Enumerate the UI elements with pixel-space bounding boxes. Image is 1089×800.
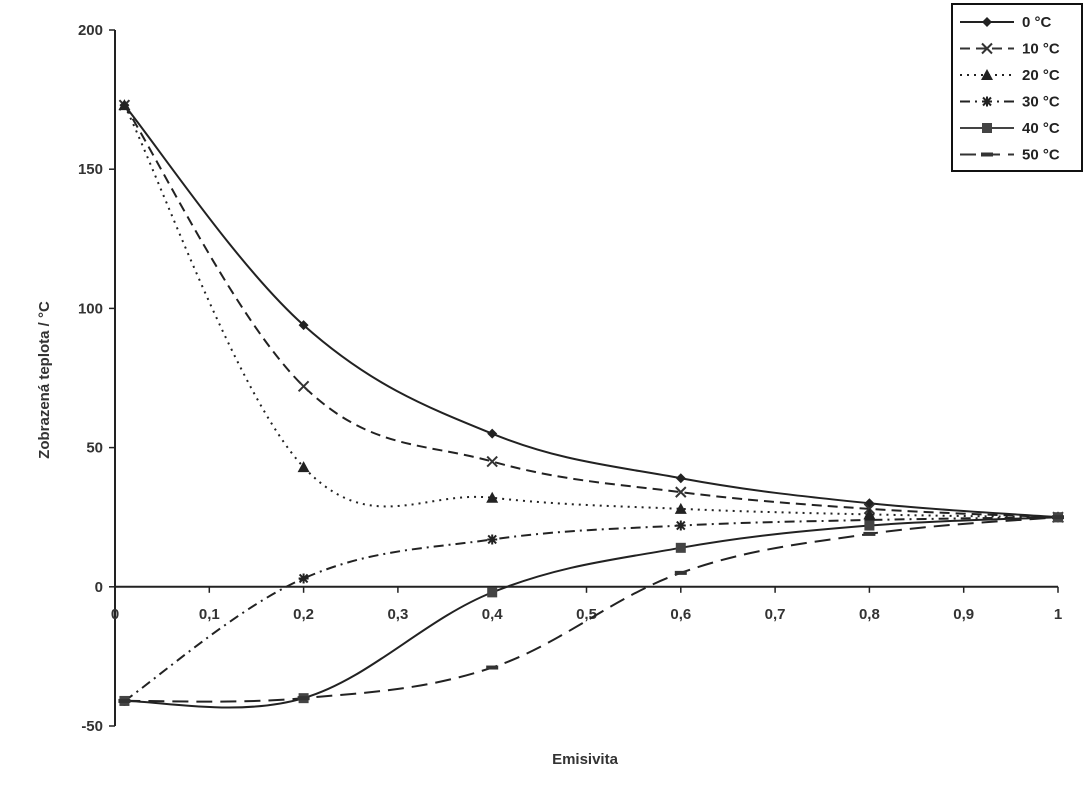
legend-marker — [981, 152, 993, 157]
plot-series — [118, 99, 1064, 709]
legend-item: 40 °C — [960, 120, 1060, 137]
legend-label: 50 °C — [1022, 147, 1060, 164]
legend-label: 0 °C — [1022, 14, 1052, 31]
data-point — [297, 696, 310, 701]
data-point — [486, 455, 498, 468]
legend-item: 20 °C — [960, 67, 1060, 84]
data-point — [1052, 515, 1064, 520]
series-line — [123, 104, 1059, 519]
legend-box — [951, 3, 1083, 172]
legend-marker — [982, 123, 992, 133]
y-axis-title: Zobrazená teplota / °C — [36, 301, 53, 459]
series-5 — [118, 515, 1064, 703]
x-axis-title: Emisivita — [552, 751, 619, 768]
data-point — [486, 491, 499, 503]
x-tick-label: 0,5 — [576, 606, 597, 623]
data-point — [297, 461, 310, 473]
x-tick-labels: 0 0,1 0,2 0,3 0,4 0,5 0,6 0,7 0,8 0,9 1 — [111, 606, 1062, 623]
legend-item: 50 °C — [960, 147, 1060, 164]
data-point — [674, 502, 687, 514]
legend-item: 0 °C — [960, 14, 1052, 31]
data-point — [487, 587, 498, 598]
data-point — [297, 380, 310, 393]
data-point — [675, 486, 687, 498]
data-point — [674, 570, 687, 575]
legend-marker — [982, 96, 992, 107]
data-point — [118, 698, 131, 703]
legend-item: 10 °C — [960, 41, 1060, 58]
legend-marker — [981, 42, 993, 55]
data-point — [486, 665, 499, 670]
legend-marker — [982, 17, 992, 27]
x-tick-label: 1 — [1054, 606, 1062, 623]
x-tick-label: 0,8 — [859, 606, 880, 623]
y-tick-labels: -50 0 50 100 150 200 — [78, 22, 103, 735]
x-tick-label: 0,9 — [953, 606, 974, 623]
legend-label: 30 °C — [1022, 94, 1060, 111]
y-tick-label: 50 — [86, 440, 103, 457]
legend-label: 10 °C — [1022, 41, 1060, 58]
y-tick-label: -50 — [81, 718, 103, 735]
series-line — [123, 104, 1059, 519]
series-1 — [118, 99, 1064, 523]
axes — [109, 29, 1059, 727]
legend-item: 30 °C — [960, 94, 1060, 111]
series-line — [124, 516, 1059, 703]
x-tick-label: 0,3 — [387, 606, 408, 623]
legend: 0 °C 10 °C 20 °C 30 °C 40 °C 50 °C — [951, 3, 1083, 172]
data-point — [118, 99, 131, 111]
series-line — [124, 516, 1059, 709]
data-point — [298, 573, 309, 584]
x-tick-label: 0,2 — [293, 606, 314, 623]
data-point — [487, 534, 498, 545]
legend-label: 20 °C — [1022, 67, 1060, 84]
x-tick-label: 0,1 — [199, 606, 220, 623]
x-tick-label: 0 — [111, 606, 119, 623]
data-point — [487, 428, 498, 439]
legend-marker — [981, 69, 993, 80]
y-tick-label: 150 — [78, 161, 103, 178]
x-tick-label: 0,6 — [670, 606, 691, 623]
data-point — [675, 473, 686, 484]
x-tick-label: 0,4 — [482, 606, 504, 623]
y-tick-label: 0 — [95, 579, 103, 596]
data-point — [675, 520, 686, 531]
y-tick-label: 100 — [78, 300, 103, 317]
data-point — [864, 498, 875, 509]
x-tick-label: 0,7 — [765, 606, 786, 623]
series-line — [123, 516, 1059, 702]
y-tick-label: 200 — [78, 22, 103, 39]
data-point — [675, 542, 686, 553]
legend-label: 40 °C — [1022, 120, 1060, 137]
series-2 — [118, 99, 1064, 523]
data-point — [864, 520, 875, 531]
data-point — [298, 320, 309, 331]
series-0 — [119, 100, 1063, 523]
data-point — [864, 514, 875, 525]
series-line — [123, 104, 1059, 519]
data-point — [863, 531, 876, 536]
